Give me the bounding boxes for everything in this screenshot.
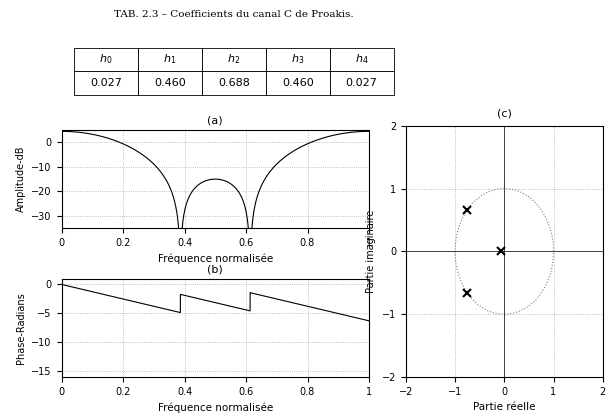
Text: (b): (b) xyxy=(207,265,223,275)
Text: (c): (c) xyxy=(497,108,512,118)
X-axis label: Fréquence normalisée: Fréquence normalisée xyxy=(157,402,273,413)
Y-axis label: Phase-Radians: Phase-Radians xyxy=(16,292,26,364)
Text: TAB. 2.3 – Coefficients du canal C de Proakis.: TAB. 2.3 – Coefficients du canal C de Pr… xyxy=(114,10,354,19)
X-axis label: Partie réelle: Partie réelle xyxy=(473,402,536,412)
X-axis label: Fréquence normalisée: Fréquence normalisée xyxy=(157,253,273,264)
Text: (a): (a) xyxy=(207,116,223,126)
Y-axis label: Amplitude-dB: Amplitude-dB xyxy=(16,146,26,212)
Y-axis label: Partie imaginaire: Partie imaginaire xyxy=(367,210,376,293)
